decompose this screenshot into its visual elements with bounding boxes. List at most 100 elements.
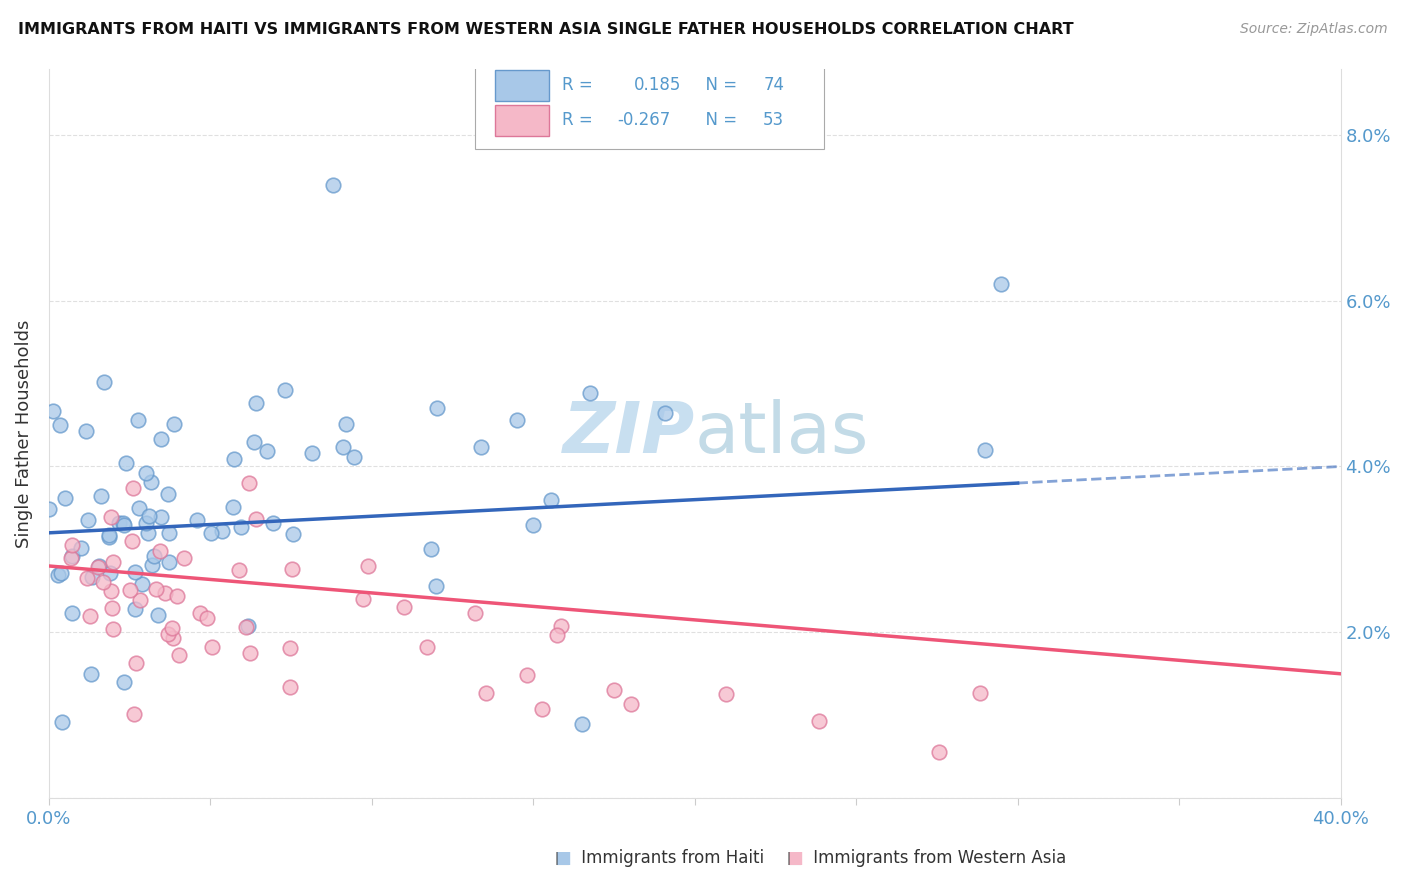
Text: IMMIGRANTS FROM HAITI VS IMMIGRANTS FROM WESTERN ASIA SINGLE FATHER HOUSEHOLDS C: IMMIGRANTS FROM HAITI VS IMMIGRANTS FROM… (18, 22, 1074, 37)
Point (120, 583, 142, 598)
Point (108, 516, 131, 530)
Point (89, 558, 111, 573)
Text: 0.185: 0.185 (634, 77, 682, 95)
Point (163, 417, 186, 431)
Point (283, 526, 305, 541)
Point (239, 646, 262, 660)
Point (426, 401, 449, 415)
Text: atlas: atlas (695, 399, 869, 467)
Point (579, 386, 602, 401)
Point (357, 558, 380, 573)
Point (97, 528, 120, 542)
Point (969, 685, 991, 699)
Text: -0.267: -0.267 (617, 112, 671, 129)
Point (76, 571, 98, 585)
Point (51, 715, 73, 730)
Point (162, 621, 184, 635)
Text: ■  Immigrants from Haiti: ■ Immigrants from Haiti (555, 849, 765, 867)
Point (342, 450, 364, 464)
Point (654, 406, 676, 420)
Text: N =: N = (695, 112, 742, 129)
Point (415, 640, 437, 654)
Point (200, 526, 222, 541)
FancyBboxPatch shape (495, 105, 548, 136)
Point (506, 413, 529, 427)
Point (173, 551, 195, 566)
Point (115, 456, 138, 470)
Point (201, 640, 224, 655)
Point (228, 563, 250, 577)
FancyBboxPatch shape (495, 70, 548, 101)
Point (221, 500, 243, 514)
Text: ZIP: ZIP (562, 399, 695, 467)
Point (111, 516, 134, 530)
Point (530, 701, 553, 715)
Point (38, 502, 60, 516)
Point (145, 582, 167, 596)
Point (238, 475, 260, 490)
Point (87, 560, 110, 574)
Point (90, 489, 112, 503)
Point (149, 544, 172, 558)
Point (243, 434, 266, 449)
Point (256, 444, 278, 458)
Point (112, 518, 135, 533)
Point (124, 565, 146, 579)
Point (128, 500, 150, 515)
Point (470, 440, 492, 454)
Point (142, 549, 165, 564)
Point (245, 396, 267, 410)
Point (53, 491, 76, 505)
Point (112, 674, 135, 689)
Point (522, 517, 544, 532)
Point (475, 686, 498, 700)
Point (100, 601, 122, 615)
Point (245, 512, 267, 526)
Point (540, 493, 562, 508)
Point (714, 687, 737, 701)
Point (138, 509, 160, 524)
Point (124, 706, 146, 721)
Point (146, 607, 169, 622)
Point (571, 716, 593, 731)
Point (301, 445, 323, 459)
Point (60, 549, 83, 564)
Point (93, 376, 115, 390)
Point (157, 486, 180, 500)
Point (70, 541, 93, 555)
Point (281, 562, 304, 576)
Point (49, 417, 72, 432)
Point (280, 641, 302, 656)
Point (280, 681, 302, 695)
Point (79, 608, 101, 623)
Text: N =: N = (695, 77, 742, 95)
Point (80, 667, 103, 681)
Text: ■: ■ (555, 849, 571, 867)
Point (127, 412, 149, 426)
Point (46, 567, 69, 582)
Text: ■  Immigrants from Western Asia: ■ Immigrants from Western Asia (787, 849, 1067, 867)
Point (75, 425, 97, 439)
Point (135, 466, 157, 480)
Point (136, 525, 159, 540)
Point (186, 513, 208, 527)
Point (139, 475, 162, 489)
Point (238, 619, 260, 633)
Point (82, 570, 104, 584)
Point (335, 417, 357, 431)
Point (550, 619, 572, 633)
Point (224, 451, 246, 466)
Text: R =: R = (562, 77, 603, 95)
Point (157, 555, 180, 569)
Point (42, 404, 65, 418)
Point (603, 683, 626, 698)
Point (100, 510, 122, 524)
Point (195, 610, 218, 624)
Point (425, 579, 447, 593)
Point (235, 620, 257, 634)
Point (332, 440, 354, 454)
Point (928, 745, 950, 759)
Point (620, 697, 643, 711)
Point (60, 606, 83, 620)
Point (150, 509, 173, 524)
